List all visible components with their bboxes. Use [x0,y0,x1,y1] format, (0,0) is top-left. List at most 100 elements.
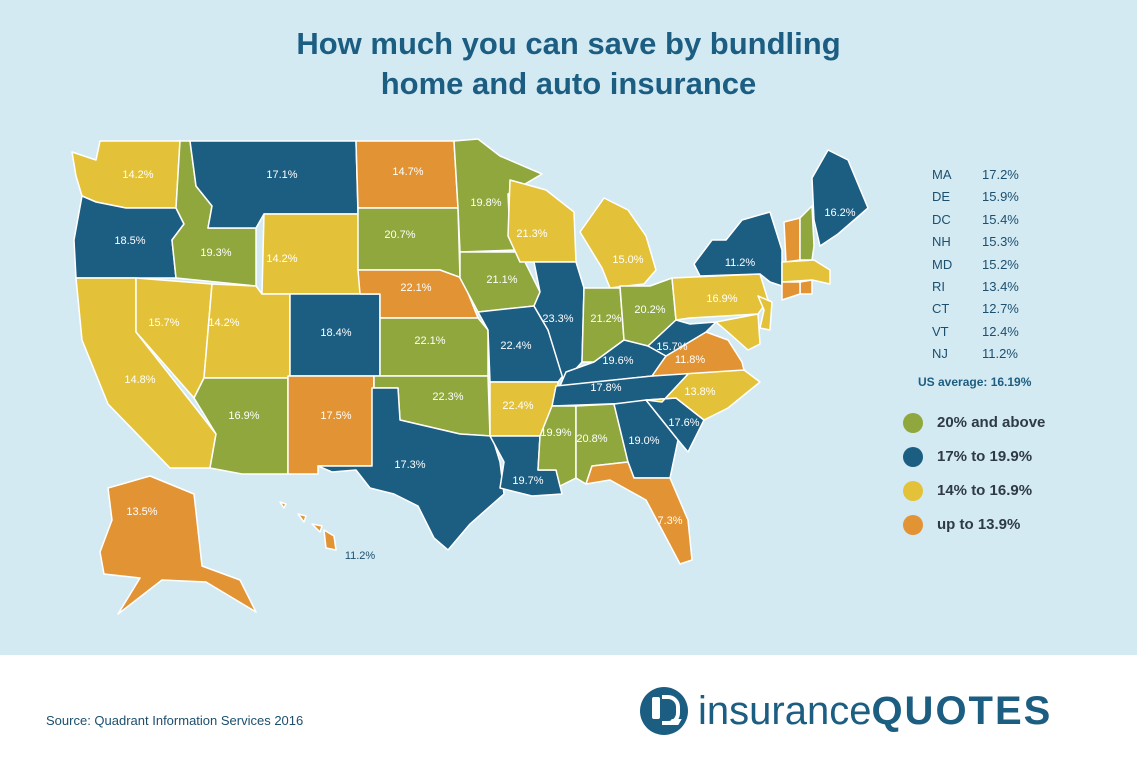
state-label: 7.3% [657,515,682,527]
us-map: 14.2% 18.5% 14.8% 19.3% 15.7% 17.1% 14.2% 14.2%… [71,138,869,615]
state-label: 19.0% [628,435,659,447]
source-note: Source: Quadrant Information Services 20… [46,713,304,728]
state-ut [203,283,291,379]
state-label: 17.8% [590,382,621,394]
state-ak [99,475,257,615]
small-states-table: MA 17.2% DE 15.9% DC 15.4% NH 15.3% MD 15.2% RI 13.… [932,164,1092,366]
legend-label: 17% to 19.9% [937,448,1033,465]
state-label: 20.8% [576,433,607,445]
state-label: 11.2% [725,257,756,269]
footer: Source: Quadrant Information Services 20… [0,655,1137,763]
state-label: 19.7% [512,475,543,487]
small-state-row: CT 12.7% [932,298,1092,320]
small-state-abbr: DE [932,189,951,205]
legend-label: 14% to 16.9% [937,482,1033,499]
state-label: 17.1% [266,169,297,181]
small-state-abbr: MA [932,167,952,182]
state-ri [799,279,813,295]
state-hi-4 [323,529,337,551]
small-state-abbr: CT [932,301,950,317]
state-label: 17.5% [320,410,351,422]
state-label: 15.7% [656,341,687,353]
state-ct [781,281,801,301]
legend-label: up to 13.9% [937,516,1021,533]
state-tx [317,387,505,551]
state-label: 11.8% [675,354,706,366]
state-label: 22.3% [432,391,463,403]
small-state-value: 17.2% [982,167,1019,182]
legend-swatch-icon [903,413,923,433]
state-label: 22.1% [414,335,445,347]
state-label: 14.2% [208,317,239,329]
state-label: 15.7% [148,317,179,329]
state-label: 20.2% [634,304,665,316]
small-state-abbr: NJ [932,346,948,362]
state-label: 22.4% [500,340,531,352]
small-state-row: MD 15.2% [932,254,1092,276]
state-label: 14.2% [122,169,153,181]
small-state-row: DE 15.9% [932,186,1092,208]
state-label: 16.9% [706,293,737,305]
logo-mark-icon [640,687,688,735]
state-label: 14.2% [266,253,297,265]
state-label: 18.4% [320,327,351,339]
logo-text-light: insurance [698,689,872,733]
state-ks [379,317,489,377]
legend-swatch-icon [903,515,923,535]
small-state-row: VT 12.4% [932,321,1092,343]
small-state-value: 15.9% [982,189,1019,205]
page-title: How much you can save by bundling home a… [0,24,1137,104]
state-me [811,149,869,247]
state-ny [693,211,783,287]
small-state-value: 15.2% [982,256,1019,272]
title-line-2: home and auto insurance [380,66,757,101]
state-hi-2 [297,513,307,523]
state-fl [585,461,693,565]
state-label: 19.8% [470,197,501,209]
state-label: 14.8% [124,374,155,386]
us-average: US average: 16.19% [918,375,1032,389]
legend-swatch-icon [903,481,923,501]
small-state-value: 12.7% [982,301,1019,317]
state-nj [757,295,773,331]
state-label: 23.3% [542,313,573,325]
state-label: 21.1% [486,274,517,286]
state-label: 11.2% [345,550,376,562]
state-label: 22.1% [400,282,431,294]
legend-swatch-icon [903,447,923,467]
state-label: 18.5% [114,235,145,247]
state-nh [799,205,815,261]
state-label: 21.2% [590,313,621,325]
state-label: 15.0% [612,254,643,266]
state-label: 19.9% [540,427,571,439]
small-state-abbr: RI [932,278,945,294]
state-hi-1 [279,501,287,509]
state-label: 16.2% [824,207,855,219]
small-state-row: NH 15.3% [932,231,1092,253]
small-state-value: 13.4% [982,278,1019,294]
state-label: 13.8% [684,386,715,398]
state-vt [783,217,801,263]
state-label: 19.6% [602,355,633,367]
state-nm [287,375,375,475]
state-label: 20.7% [384,229,415,241]
small-state-row: RI 13.4% [932,276,1092,298]
small-state-value: 15.4% [982,211,1019,227]
state-label: 17.3% [394,459,425,471]
small-state-abbr: DC [932,211,951,227]
small-state-value: 12.4% [982,323,1019,339]
state-label: 19.3% [200,247,231,259]
title-line-1: How much you can save by bundling [296,26,841,61]
state-labels: 14.2% 18.5% 14.8% 19.3% 15.7% 17.1% 14.2% 14.2%… [114,166,855,562]
state-mi [579,197,657,289]
logo-text-bold: QUOTES [871,689,1053,733]
small-state-abbr: NH [932,234,951,250]
state-hi-3 [311,523,323,533]
small-state-row: DC 15.4% [932,209,1092,231]
state-wi [507,179,577,263]
state-label: 21.3% [516,228,547,240]
state-md [715,313,761,351]
small-state-value: 11.2% [982,346,1018,362]
state-label: 14.7% [392,166,423,178]
